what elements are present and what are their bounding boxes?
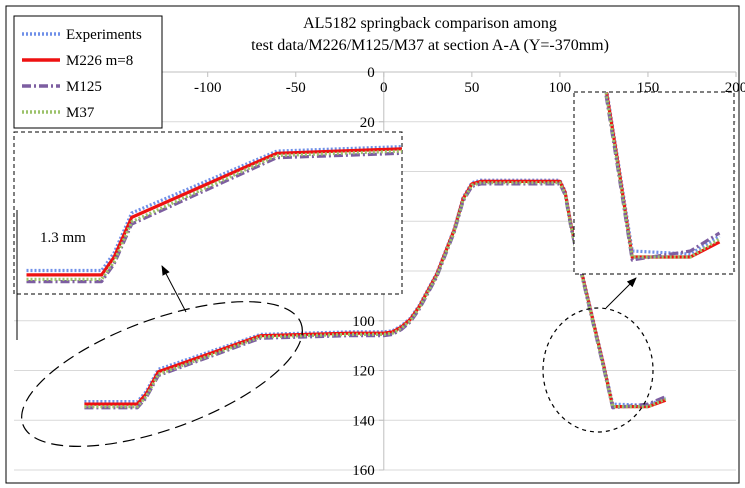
y-tick-label: 20 [360,115,375,131]
y-tick-label: 120 [352,364,375,380]
y-tick-label: 160 [352,463,375,479]
chart-title-line-2: test data/M226/M125/M37 at section A-A (… [251,37,609,54]
measurement-label: 1.3 mm [40,230,86,246]
chart-title-line-1: AL5182 springback comparison among [303,15,557,32]
series-line-4 [84,181,667,409]
series-group [84,178,667,410]
right-zoom-inset [573,91,735,275]
left-zoom-arrow [161,265,187,313]
left-inset-frame [13,131,403,295]
x-tick-label: 50 [464,80,479,96]
legend-label: M226 m=8 [66,53,133,69]
x-tick-label: -100 [194,80,222,96]
x-tick-label: 0 [380,80,388,96]
right-zoom-arrow [605,277,637,309]
right-highlight-ellipse [542,307,654,433]
y-tick-label: 0 [367,65,375,81]
left-inset-series-line-2 [26,147,402,277]
legend-label: M125 [66,79,102,95]
y-tick-label: 100 [352,314,375,330]
legend: Experiments M226 m=8 M125 M37 [13,15,163,129]
left-zoom-inset: 1.3 mm [13,131,403,340]
x-tick-label: 100 [549,80,572,96]
left-highlight-ellipse [21,301,303,447]
left-inset-series-line-4 [26,149,402,281]
legend-label: M37 [66,105,95,121]
legend-label: Experiments [66,27,142,43]
x-tick-label: -50 [286,80,306,96]
y-tick-label: 140 [352,413,375,429]
